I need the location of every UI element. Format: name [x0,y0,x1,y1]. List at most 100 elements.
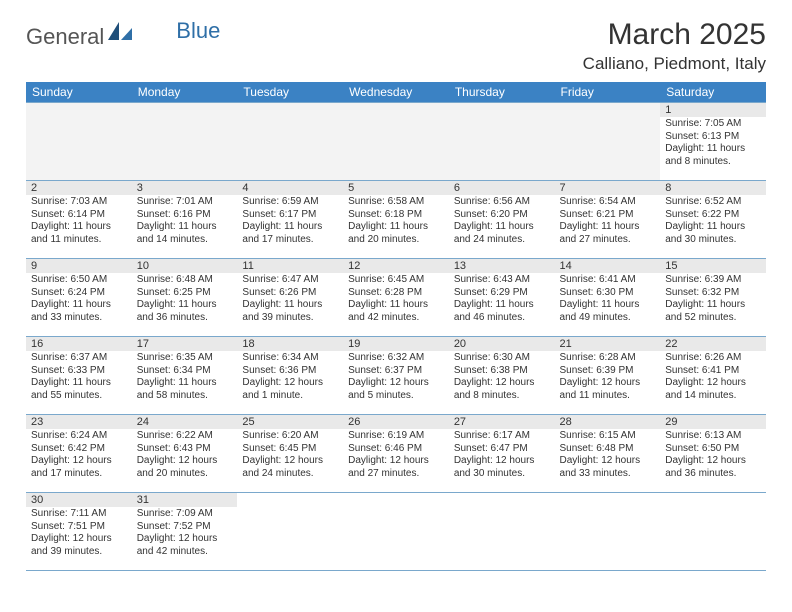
calendar-day-cell: 1Sunrise: 7:05 AMSunset: 6:13 PMDaylight… [660,103,766,181]
calendar-day-cell: 24Sunrise: 6:22 AMSunset: 6:43 PMDayligh… [132,415,238,493]
title-block: March 2025 Calliano, Piedmont, Italy [583,18,766,74]
location-text: Calliano, Piedmont, Italy [583,54,766,74]
day-number: 18 [237,337,343,351]
day-number: 20 [449,337,555,351]
day-number: 27 [449,415,555,429]
calendar-day-cell: 4Sunrise: 6:59 AMSunset: 6:17 PMDaylight… [237,181,343,259]
calendar-week-row: 23Sunrise: 6:24 AMSunset: 6:42 PMDayligh… [26,415,766,493]
day-number: 13 [449,259,555,273]
calendar-day-cell: 14Sunrise: 6:41 AMSunset: 6:30 PMDayligh… [555,259,661,337]
day-details: Sunrise: 6:15 AMSunset: 6:48 PMDaylight:… [555,429,661,483]
calendar-day-cell: 7Sunrise: 6:54 AMSunset: 6:21 PMDaylight… [555,181,661,259]
logo: General Blue [26,24,220,50]
day-details: Sunrise: 6:43 AMSunset: 6:29 PMDaylight:… [449,273,555,327]
calendar-day-cell: 18Sunrise: 6:34 AMSunset: 6:36 PMDayligh… [237,337,343,415]
calendar-empty-cell [237,103,343,181]
calendar-day-cell: 17Sunrise: 6:35 AMSunset: 6:34 PMDayligh… [132,337,238,415]
calendar-empty-cell [660,493,766,571]
day-details: Sunrise: 6:45 AMSunset: 6:28 PMDaylight:… [343,273,449,327]
day-details: Sunrise: 7:05 AMSunset: 6:13 PMDaylight:… [660,117,766,171]
calendar-empty-cell [449,103,555,181]
calendar-week-row: 16Sunrise: 6:37 AMSunset: 6:33 PMDayligh… [26,337,766,415]
calendar-week-row: 2Sunrise: 7:03 AMSunset: 6:14 PMDaylight… [26,181,766,259]
day-number: 30 [26,493,132,507]
calendar-day-cell: 31Sunrise: 7:09 AMSunset: 7:52 PMDayligh… [132,493,238,571]
calendar-day-cell: 28Sunrise: 6:15 AMSunset: 6:48 PMDayligh… [555,415,661,493]
weekday-header: Wednesday [343,82,449,103]
day-details: Sunrise: 7:03 AMSunset: 6:14 PMDaylight:… [26,195,132,249]
calendar-empty-cell [449,493,555,571]
header: General Blue March 2025 Calliano, Piedmo… [26,18,766,74]
calendar-day-cell: 30Sunrise: 7:11 AMSunset: 7:51 PMDayligh… [26,493,132,571]
day-details: Sunrise: 6:19 AMSunset: 6:46 PMDaylight:… [343,429,449,483]
day-number: 9 [26,259,132,273]
day-details: Sunrise: 7:11 AMSunset: 7:51 PMDaylight:… [26,507,132,561]
day-details: Sunrise: 6:41 AMSunset: 6:30 PMDaylight:… [555,273,661,327]
day-number: 10 [132,259,238,273]
day-number: 17 [132,337,238,351]
calendar-day-cell: 6Sunrise: 6:56 AMSunset: 6:20 PMDaylight… [449,181,555,259]
day-details: Sunrise: 7:01 AMSunset: 6:16 PMDaylight:… [132,195,238,249]
logo-text-blue: Blue [176,18,220,44]
calendar-day-cell: 23Sunrise: 6:24 AMSunset: 6:42 PMDayligh… [26,415,132,493]
day-details: Sunrise: 6:34 AMSunset: 6:36 PMDaylight:… [237,351,343,405]
day-details: Sunrise: 6:50 AMSunset: 6:24 PMDaylight:… [26,273,132,327]
calendar-day-cell: 8Sunrise: 6:52 AMSunset: 6:22 PMDaylight… [660,181,766,259]
day-details: Sunrise: 6:48 AMSunset: 6:25 PMDaylight:… [132,273,238,327]
calendar-day-cell: 11Sunrise: 6:47 AMSunset: 6:26 PMDayligh… [237,259,343,337]
day-number: 11 [237,259,343,273]
calendar-day-cell: 9Sunrise: 6:50 AMSunset: 6:24 PMDaylight… [26,259,132,337]
day-details: Sunrise: 6:28 AMSunset: 6:39 PMDaylight:… [555,351,661,405]
calendar-table: SundayMondayTuesdayWednesdayThursdayFrid… [26,82,766,571]
day-number: 5 [343,181,449,195]
day-number: 29 [660,415,766,429]
calendar-empty-cell [555,493,661,571]
page-title: March 2025 [583,18,766,52]
day-number: 21 [555,337,661,351]
weekday-header: Monday [132,82,238,103]
calendar-day-cell: 15Sunrise: 6:39 AMSunset: 6:32 PMDayligh… [660,259,766,337]
day-details: Sunrise: 6:52 AMSunset: 6:22 PMDaylight:… [660,195,766,249]
day-number: 6 [449,181,555,195]
calendar-day-cell: 22Sunrise: 6:26 AMSunset: 6:41 PMDayligh… [660,337,766,415]
calendar-empty-cell [343,493,449,571]
logo-text-general: General [26,24,104,50]
calendar-day-cell: 27Sunrise: 6:17 AMSunset: 6:47 PMDayligh… [449,415,555,493]
calendar-week-row: 30Sunrise: 7:11 AMSunset: 7:51 PMDayligh… [26,493,766,571]
day-number: 26 [343,415,449,429]
calendar-day-cell: 26Sunrise: 6:19 AMSunset: 6:46 PMDayligh… [343,415,449,493]
day-details: Sunrise: 6:30 AMSunset: 6:38 PMDaylight:… [449,351,555,405]
day-number: 16 [26,337,132,351]
day-number: 25 [237,415,343,429]
calendar-day-cell: 29Sunrise: 6:13 AMSunset: 6:50 PMDayligh… [660,415,766,493]
day-details: Sunrise: 6:20 AMSunset: 6:45 PMDaylight:… [237,429,343,483]
day-details: Sunrise: 7:09 AMSunset: 7:52 PMDaylight:… [132,507,238,561]
weekday-header: Friday [555,82,661,103]
calendar-day-cell: 10Sunrise: 6:48 AMSunset: 6:25 PMDayligh… [132,259,238,337]
calendar-day-cell: 20Sunrise: 6:30 AMSunset: 6:38 PMDayligh… [449,337,555,415]
day-details: Sunrise: 6:59 AMSunset: 6:17 PMDaylight:… [237,195,343,249]
day-number: 15 [660,259,766,273]
day-details: Sunrise: 6:35 AMSunset: 6:34 PMDaylight:… [132,351,238,405]
calendar-empty-cell [343,103,449,181]
day-details: Sunrise: 6:58 AMSunset: 6:18 PMDaylight:… [343,195,449,249]
day-number: 19 [343,337,449,351]
day-number: 8 [660,181,766,195]
day-details: Sunrise: 6:56 AMSunset: 6:20 PMDaylight:… [449,195,555,249]
day-number: 3 [132,181,238,195]
day-details: Sunrise: 6:17 AMSunset: 6:47 PMDaylight:… [449,429,555,483]
calendar-empty-cell [26,103,132,181]
day-details: Sunrise: 6:22 AMSunset: 6:43 PMDaylight:… [132,429,238,483]
weekday-header: Saturday [660,82,766,103]
day-number: 14 [555,259,661,273]
day-number: 4 [237,181,343,195]
calendar-day-cell: 25Sunrise: 6:20 AMSunset: 6:45 PMDayligh… [237,415,343,493]
day-number: 2 [26,181,132,195]
weekday-header: Tuesday [237,82,343,103]
calendar-day-cell: 21Sunrise: 6:28 AMSunset: 6:39 PMDayligh… [555,337,661,415]
day-number: 22 [660,337,766,351]
calendar-day-cell: 2Sunrise: 7:03 AMSunset: 6:14 PMDaylight… [26,181,132,259]
day-number: 12 [343,259,449,273]
calendar-empty-cell [555,103,661,181]
day-number: 28 [555,415,661,429]
